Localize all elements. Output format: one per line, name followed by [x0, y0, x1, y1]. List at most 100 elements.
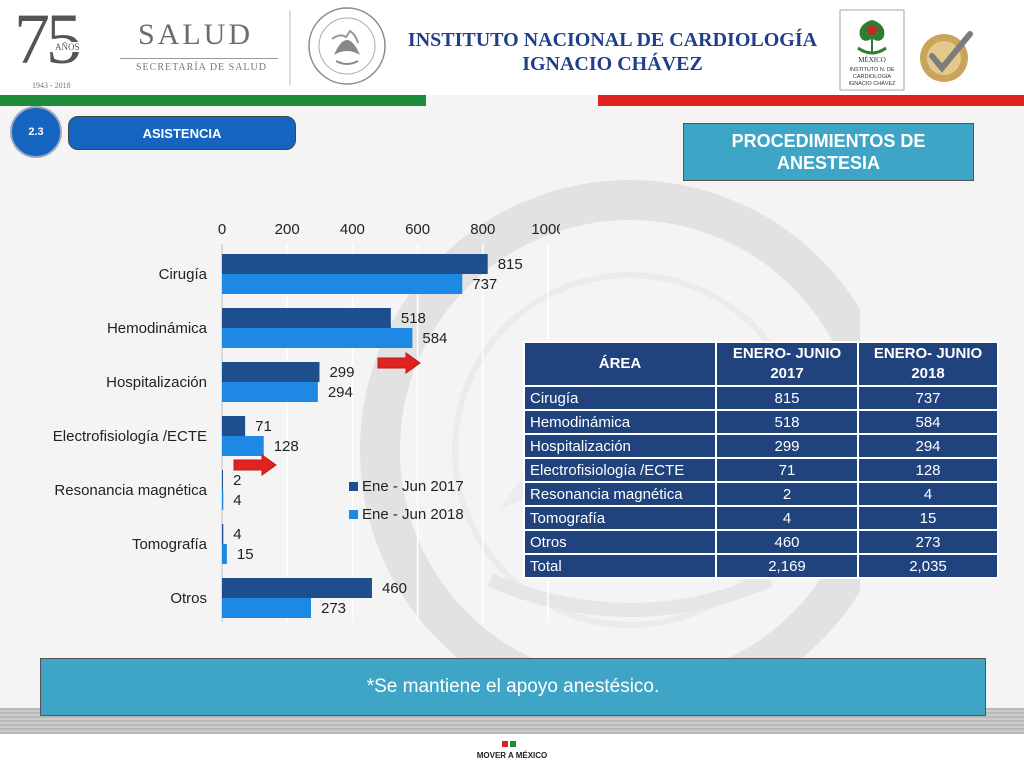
bar-2017	[222, 416, 246, 436]
category-label: Tomografía	[132, 536, 208, 553]
category-label: Hospitalización	[106, 374, 207, 391]
data-label: 460	[382, 580, 407, 597]
logo-number: 75	[14, 0, 82, 79]
table-row: Electrofisiología /ECTE 71 128	[523, 457, 999, 483]
data-label: 4	[233, 526, 241, 543]
x-tick-label: 600	[405, 221, 430, 238]
category-label: Resonancia magnética	[54, 482, 207, 499]
table-row: Hospitalización 299 294	[523, 433, 999, 459]
table-header-2017: ENERO- JUNIO 2017	[715, 341, 859, 387]
table-cell-2018: 737	[857, 385, 999, 411]
salud-divider	[120, 58, 278, 59]
legend-label: Ene - Jun 2018	[362, 506, 464, 523]
card-logo-mexico: MÉXICO	[858, 56, 886, 64]
table-row: Otros 460 273	[523, 529, 999, 555]
table-cell-area: Tomografía	[523, 505, 717, 531]
section-number-badge: 2.3	[10, 106, 62, 158]
75-anos-logo: 75 AÑOS 1943 - 2018	[14, 0, 99, 92]
table-body: Cirugía 815 737 Hemodinámica 518 584 Hospitali…	[523, 385, 999, 579]
data-label: 815	[498, 256, 523, 273]
bar-2017	[222, 578, 372, 598]
bar-2017	[222, 362, 320, 382]
table-row: Cirugía 815 737	[523, 385, 999, 411]
procedures-table: ÁREA ENERO- JUNIO 2017 ENERO- JUNIO 2018…	[523, 341, 999, 579]
bar-2018	[222, 544, 227, 564]
table-row: Hemodinámica 518 584	[523, 409, 999, 435]
slide-title: PROCEDIMIENTOS DE ANESTESIA	[683, 123, 974, 181]
data-label: 4	[233, 492, 241, 509]
mover-text: MOVER A MÉXICO	[477, 751, 548, 760]
table-row: Resonancia magnética 2 4	[523, 481, 999, 507]
bar-2017	[222, 308, 391, 328]
x-tick-label: 1000	[531, 221, 560, 238]
header-stripe-red	[598, 95, 1024, 106]
table-cell-2017: 4	[715, 505, 859, 531]
legend-swatch	[349, 482, 358, 491]
red-arrow-icon	[377, 352, 421, 374]
section-label: ASISTENCIA	[68, 116, 296, 150]
cardiologia-logo: MÉXICO INSTITUTO N. DE CARDIOLOGÍA IGNAC…	[839, 9, 905, 91]
data-label: 71	[255, 418, 272, 435]
table-cell-2017: 2	[715, 481, 859, 507]
table-cell-2018: 4	[857, 481, 999, 507]
bar-2018	[222, 382, 318, 402]
table-cell-area: Total	[523, 553, 717, 579]
table-header-row: ÁREA ENERO- JUNIO 2017 ENERO- JUNIO 2018	[523, 341, 999, 387]
legend-swatch	[349, 510, 358, 519]
salud-subtitle: SECRETARÍA DE SALUD	[136, 62, 267, 73]
data-label: 299	[329, 364, 354, 381]
table-cell-2017: 71	[715, 457, 859, 483]
data-label: 128	[274, 438, 299, 455]
table-cell-area: Cirugía	[523, 385, 717, 411]
table-cell-area: Electrofisiología /ECTE	[523, 457, 717, 483]
legend-label: Ene - Jun 2017	[362, 478, 464, 495]
category-label: Otros	[170, 590, 207, 607]
salud-logo: SALUD SECRETARÍA DE SALUD	[120, 18, 280, 78]
table-cell-area: Resonancia magnética	[523, 481, 717, 507]
logo-anos: AÑOS	[54, 42, 81, 52]
institute-title-line2: IGNACIO CHÁVEZ	[522, 53, 703, 75]
data-label: 294	[328, 384, 353, 401]
table-row: Total 2,169 2,035	[523, 553, 999, 579]
bar-2018	[222, 274, 463, 294]
table-cell-2017: 815	[715, 385, 859, 411]
bar-2018	[222, 598, 311, 618]
certification-badge-icon	[920, 31, 973, 82]
salud-title: SALUD	[138, 18, 254, 51]
table-cell-2017: 518	[715, 409, 859, 435]
bar-2018	[222, 490, 224, 510]
table-header-area: ÁREA	[523, 341, 717, 387]
card-logo-line2: CARDIOLOGÍA	[853, 73, 892, 80]
table-cell-2017: 299	[715, 433, 859, 459]
bar-2017	[222, 470, 223, 490]
x-tick-label: 400	[340, 221, 365, 238]
data-label: 518	[401, 310, 426, 327]
category-label: Hemodinámica	[107, 320, 208, 337]
data-label: 273	[321, 600, 346, 617]
logo-years: 1943 - 2018	[32, 81, 71, 90]
card-logo-line3: IGNACIO CHÁVEZ	[848, 80, 896, 87]
table-cell-2018: 273	[857, 529, 999, 555]
data-label: 15	[237, 546, 254, 563]
table-cell-2017: 2,169	[715, 553, 859, 579]
header-divider	[289, 10, 291, 85]
category-label: Cirugía	[159, 266, 208, 283]
table-row: Tomografía 4 15	[523, 505, 999, 531]
bar-2017	[222, 254, 488, 274]
table-cell-area: Hemodinámica	[523, 409, 717, 435]
mexico-seal-icon	[308, 7, 386, 85]
category-label: Electrofisiología /ECTE	[53, 428, 207, 445]
data-label: 584	[422, 330, 447, 347]
x-tick-label: 800	[470, 221, 495, 238]
card-logo-line1: INSTITUTO N. DE	[849, 67, 894, 73]
table-cell-2017: 460	[715, 529, 859, 555]
x-tick-label: 0	[218, 221, 226, 238]
institute-title: INSTITUTO NACIONAL DE CARDIOLOGÍA IGNACI…	[380, 28, 845, 76]
table-cell-area: Hospitalización	[523, 433, 717, 459]
header-stripe-green	[0, 95, 426, 106]
table-cell-2018: 128	[857, 457, 999, 483]
header: 75 AÑOS 1943 - 2018 SALUD SECRETARÍA DE …	[0, 0, 1024, 95]
x-tick-label: 200	[275, 221, 300, 238]
table-header-2018: ENERO- JUNIO 2018	[857, 341, 999, 387]
